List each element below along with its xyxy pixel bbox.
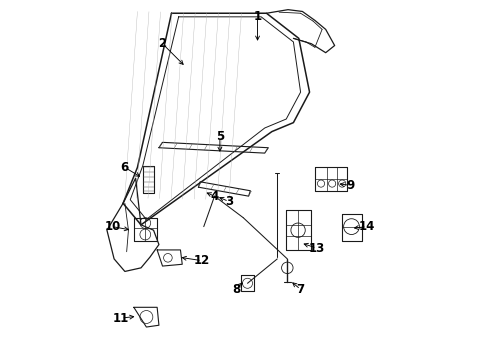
Text: 1: 1 — [253, 10, 262, 23]
Text: 4: 4 — [210, 190, 219, 203]
Text: 3: 3 — [225, 195, 233, 208]
Text: 10: 10 — [104, 220, 121, 233]
Text: 14: 14 — [359, 220, 375, 233]
Text: 5: 5 — [216, 130, 224, 144]
Text: 2: 2 — [158, 37, 167, 50]
Text: 7: 7 — [296, 283, 305, 296]
Text: 11: 11 — [113, 311, 129, 325]
Text: 13: 13 — [309, 242, 325, 255]
Text: 8: 8 — [232, 283, 240, 296]
Text: 9: 9 — [346, 179, 355, 192]
Text: 6: 6 — [121, 161, 129, 174]
Text: 12: 12 — [194, 254, 210, 267]
